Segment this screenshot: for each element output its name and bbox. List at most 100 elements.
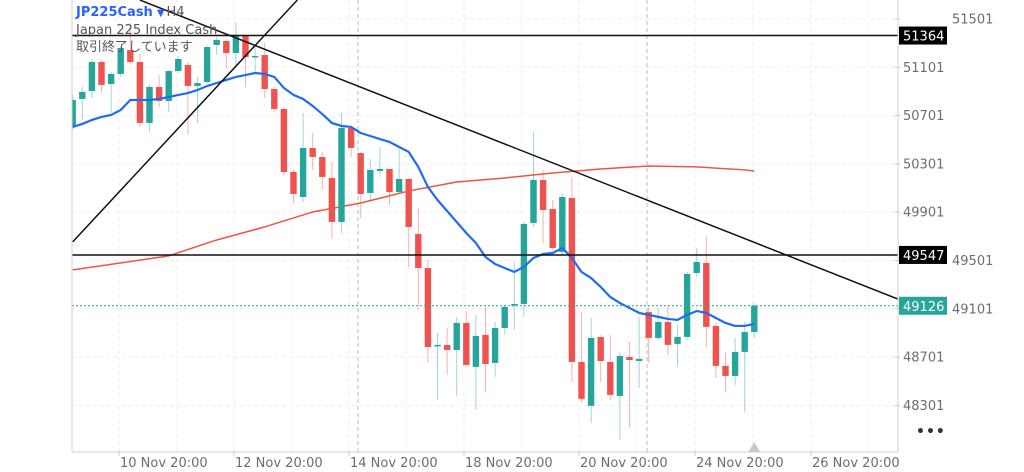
- candle-bearish: [712, 322, 720, 378]
- candle-bullish: [72, 94, 76, 130]
- candle-bearish: [424, 259, 432, 363]
- candle-bearish: [127, 22, 134, 65]
- candle-bullish: [674, 324, 681, 367]
- candle-bullish: [376, 146, 384, 177]
- candle-body: [645, 311, 652, 338]
- price-tick-label: 50701: [903, 109, 944, 124]
- trend-line: [72, 0, 298, 243]
- candle-bearish: [242, 34, 249, 87]
- more-options-button[interactable]: •••: [916, 424, 946, 440]
- last-price-label: 49126: [903, 300, 944, 315]
- candle-body: [242, 34, 249, 58]
- candle-body: [146, 86, 153, 123]
- candle-body: [405, 178, 412, 227]
- moving-average-slow: [72, 165, 755, 271]
- caret-down-icon[interactable]: ▼: [156, 8, 165, 19]
- market-status: 取引終了しています: [76, 40, 193, 55]
- candle-body: [626, 356, 633, 360]
- candle-body: [539, 179, 547, 211]
- candle-body: [655, 321, 662, 338]
- chart-legend: JP225Cash ▼ H4 Japan 225 Index Cash 取引終了して…: [76, 4, 217, 56]
- candle-body: [712, 325, 720, 366]
- candle-bullish: [395, 148, 403, 194]
- current-bar-marker-icon[interactable]: [748, 442, 761, 452]
- price-tick-label: 49501: [952, 254, 993, 269]
- candle-bearish: [703, 236, 710, 347]
- candle-body: [376, 168, 384, 171]
- horizontal-line-price-label-bg: [899, 245, 947, 264]
- candle-bullish: [683, 271, 691, 340]
- candle-bullish: [117, 46, 124, 77]
- candle-body: [184, 65, 192, 87]
- candle-body: [98, 61, 105, 85]
- price-tick-label: 50301: [903, 157, 944, 172]
- candle-bearish: [271, 86, 278, 112]
- candle-bearish: [290, 169, 297, 204]
- price-tick-label: 49101: [952, 302, 993, 317]
- candle-bearish: [645, 306, 652, 363]
- candle-bearish: [136, 53, 144, 127]
- candle-bullish: [232, 22, 240, 66]
- candle-bullish: [88, 58, 96, 98]
- candle-body: [664, 321, 672, 345]
- candle-body: [520, 223, 528, 304]
- candle-bearish: [328, 161, 336, 240]
- candle-body: [290, 171, 297, 194]
- symbol-name[interactable]: JP225Cash: [76, 5, 153, 20]
- price-tick-label: 48701: [903, 351, 944, 366]
- candle-body: [674, 336, 681, 344]
- candle-body: [88, 61, 96, 91]
- plot-area: [72, 0, 898, 440]
- candle-bearish: [415, 207, 422, 310]
- candle-body: [319, 157, 326, 177]
- candle-body: [175, 58, 182, 72]
- candle-bearish: [722, 351, 729, 392]
- candle-body: [357, 153, 364, 194]
- candle-bullish: [367, 158, 374, 201]
- candle-body: [587, 337, 595, 406]
- candle-bullish: [472, 314, 480, 410]
- candle-bullish: [559, 193, 566, 255]
- candle-body: [751, 305, 758, 332]
- candle-bearish: [626, 341, 633, 427]
- candle-body: [482, 334, 489, 364]
- candle-bullish: [530, 132, 537, 227]
- price-tick-label: 51501: [952, 13, 993, 28]
- candle-body: [635, 358, 643, 361]
- candle-body: [597, 336, 604, 361]
- candle-body: [155, 86, 163, 101]
- candle-body: [463, 322, 470, 365]
- candle-body: [117, 47, 124, 74]
- candle-body: [280, 108, 288, 172]
- horizontal-line-price-label-bg: [899, 26, 947, 45]
- candle-body: [165, 71, 172, 101]
- candle-bullish: [635, 316, 643, 388]
- price-tick-label: 51101: [903, 61, 944, 76]
- candle-bearish: [664, 304, 672, 355]
- candle-body: [530, 179, 537, 223]
- candle-bearish: [443, 327, 451, 375]
- candle-body: [136, 61, 144, 123]
- candle-bearish: [405, 178, 412, 268]
- price-tick-label: 49901: [903, 206, 944, 221]
- time-tick-label: 26 Nov 20:00: [812, 456, 900, 471]
- time-tick-label: 24 Nov 20:00: [696, 456, 784, 471]
- candle-bullish: [616, 351, 624, 440]
- candle-body: [559, 196, 566, 252]
- trend-line: [139, 0, 898, 300]
- candle-body: [328, 178, 336, 222]
- candle-bullish: [213, 36, 220, 55]
- candle-body: [578, 361, 585, 399]
- candle-body: [386, 168, 393, 193]
- candle-bearish: [155, 75, 163, 108]
- timeframe[interactable]: H4: [166, 5, 185, 20]
- candle-body: [568, 197, 576, 362]
- candle-body: [79, 91, 86, 99]
- candle-body: [347, 128, 355, 148]
- horizontal-line-price-label: 49547: [903, 249, 944, 264]
- candle-body: [693, 261, 700, 273]
- candle-bullish: [203, 44, 211, 84]
- candle-bearish: [463, 310, 470, 367]
- candle-body: [703, 262, 710, 327]
